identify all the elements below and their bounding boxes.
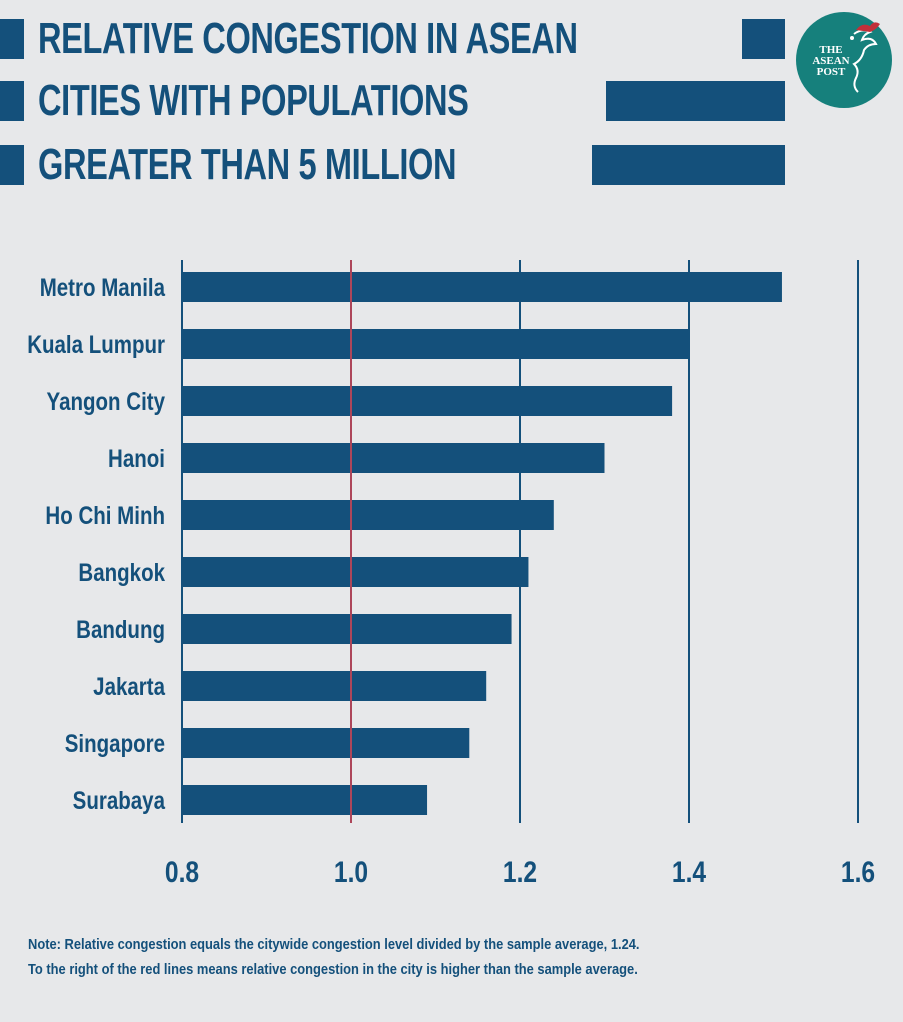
- category-label: Jakarta: [93, 672, 165, 700]
- bar-surabaya: [182, 785, 428, 815]
- chart-title-line-3: GREATER THAN 5 MILLION: [38, 140, 457, 189]
- title-row-1: RELATIVE CONGESTION IN ASEAN: [0, 16, 785, 62]
- title-row-2: CITIES WITH POPULATIONS: [0, 78, 785, 124]
- category-label: Kuala Lumpur: [27, 330, 165, 358]
- chart-title-line-1: RELATIVE CONGESTION IN ASEAN: [38, 14, 578, 63]
- bar-kuala-lumpur: [182, 329, 689, 359]
- logo-wordmark: THE ASEAN POST: [806, 45, 856, 78]
- x-tick-label: 1.4: [672, 855, 707, 889]
- bar-jakarta: [182, 671, 487, 701]
- title-decor-bar: [592, 145, 785, 185]
- title-decor-bar: [742, 19, 785, 59]
- category-label: Yangon City: [47, 387, 166, 415]
- category-label: Bangkok: [78, 558, 165, 586]
- bar-singapore: [182, 728, 470, 758]
- category-label: Hanoi: [108, 444, 165, 472]
- x-tick-label: 1.6: [841, 855, 875, 889]
- logo-text-line: THE: [819, 44, 843, 56]
- category-label: Bandung: [76, 615, 165, 643]
- bar-bandung: [182, 614, 512, 644]
- bar-metro-manila: [182, 272, 782, 302]
- x-tick-label: 0.8: [165, 855, 199, 889]
- bar-hanoi: [182, 443, 605, 473]
- category-label: Metro Manila: [40, 273, 166, 301]
- bar-yangon-city: [182, 386, 673, 416]
- footnote: Note: Relative congestion equals the cit…: [28, 932, 888, 982]
- chart-title-line-2: CITIES WITH POPULATIONS: [38, 76, 469, 125]
- title-row-3: GREATER THAN 5 MILLION: [0, 142, 785, 188]
- bar-ho-chi-minh: [182, 500, 554, 530]
- title-decor-bar: [0, 19, 24, 59]
- title-decor-bar: [606, 81, 785, 121]
- logo-text-line: ASEAN: [812, 55, 850, 67]
- category-label: Singapore: [65, 729, 165, 757]
- x-tick-label: 1.0: [334, 855, 368, 889]
- category-label: Surabaya: [73, 786, 166, 814]
- logo-text-line: POST: [816, 66, 846, 78]
- footnote-line-1: Note: Relative congestion equals the cit…: [28, 936, 640, 953]
- x-tick-label: 1.2: [503, 855, 537, 889]
- bird-logo-icon: [850, 22, 880, 93]
- footnote-line-2: To the right of the red lines means rela…: [28, 961, 638, 978]
- title-decor-bar: [0, 145, 24, 185]
- bar-bangkok: [182, 557, 529, 587]
- the-asean-post-logo: THE ASEAN POST: [796, 12, 892, 108]
- category-label: Ho Chi Minh: [45, 501, 165, 529]
- bar-chart: Metro Manila Kuala Lumpur Yangon City Hanoi…: [27, 260, 875, 889]
- title-decor-bar: [0, 81, 24, 121]
